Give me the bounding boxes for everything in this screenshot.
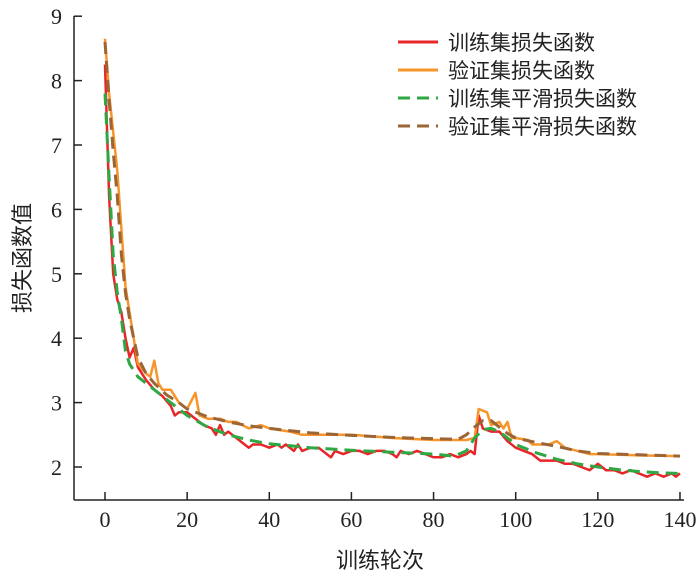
- x-tick-label: 40: [258, 507, 280, 532]
- series-lines: [103, 38, 681, 478]
- y-tick-label: 3: [51, 391, 62, 416]
- y-tick-label: 8: [51, 69, 62, 94]
- x-axis-label: 训练轮次: [336, 549, 424, 574]
- y-tick-label: 9: [51, 4, 62, 29]
- legend-label: 验证集损失函数: [448, 59, 595, 83]
- y-tick-label: 5: [51, 262, 62, 287]
- x-tick-label: 20: [176, 507, 198, 532]
- x-tick-label: 0: [100, 507, 111, 532]
- legend-label: 验证集平滑损失函数: [448, 115, 637, 139]
- x-tick-label: 80: [423, 507, 445, 532]
- legend-label: 训练集平滑损失函数: [448, 87, 637, 111]
- y-axis-label: 损失函数值: [11, 203, 36, 313]
- y-tick-label: 2: [51, 455, 62, 480]
- y-tick-label: 6: [51, 197, 62, 222]
- x-tick-label: 120: [581, 507, 614, 532]
- x-ticks: 0 20 40 60 80 100 120 140: [100, 492, 696, 532]
- series-line-3: [103, 41, 681, 458]
- y-tick-label: 7: [51, 133, 62, 158]
- x-tick-label: 100: [499, 507, 532, 532]
- y-tick-label: 4: [51, 326, 62, 351]
- x-tick-label: 140: [663, 507, 696, 532]
- legend-label: 训练集损失函数: [448, 31, 595, 55]
- x-tick-label: 60: [340, 507, 362, 532]
- series-line-2: [103, 93, 681, 475]
- y-ticks: 2 3 4 5 6 7 8 9: [51, 4, 82, 480]
